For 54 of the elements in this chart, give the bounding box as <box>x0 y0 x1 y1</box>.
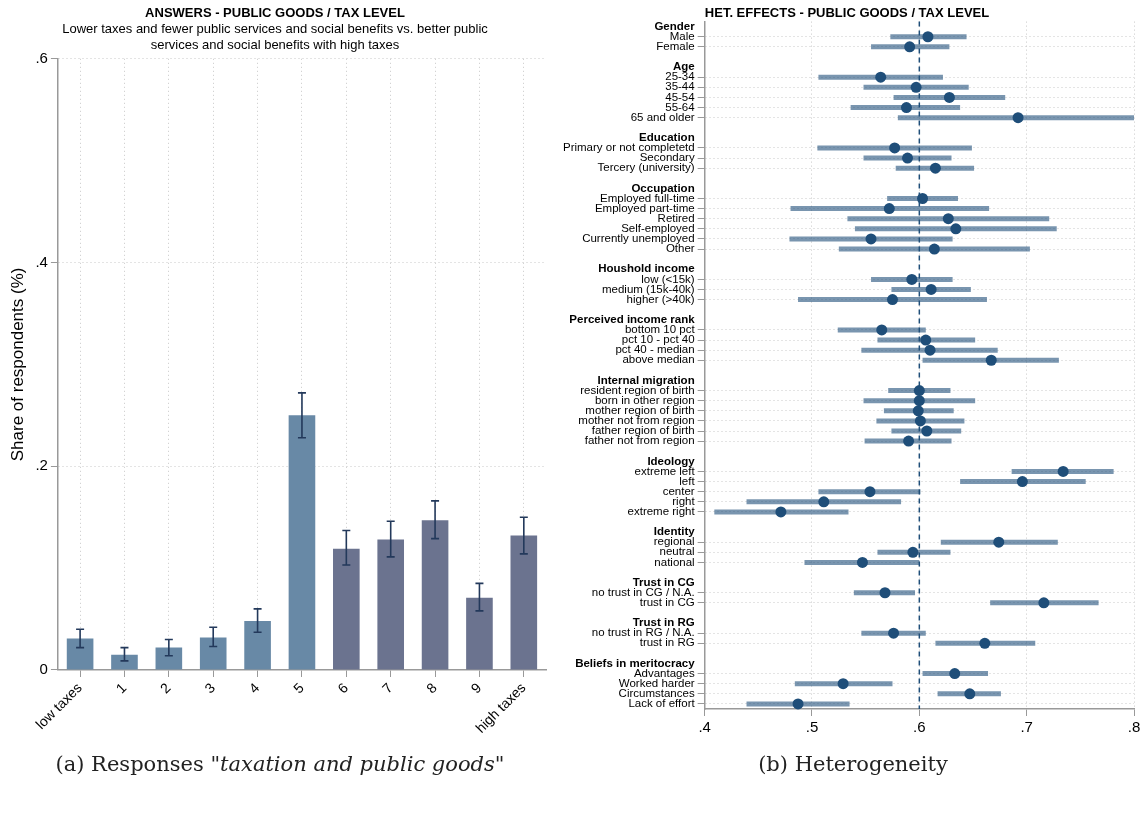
y-tick-label: 0 <box>39 660 48 678</box>
y-tick-label: .2 <box>35 456 48 474</box>
y-tick-label: Lack of effort <box>628 697 696 710</box>
y-tick-label: national <box>654 555 695 568</box>
x-tick-label: .5 <box>805 718 819 736</box>
chart-title: HET. EFFECTS - PUBLIC GOODS / TAX LEVEL <box>704 5 990 21</box>
x-tick-label: 8 <box>423 679 441 697</box>
y-tick-label: Houshold income <box>598 262 695 275</box>
y-tick-label: .6 <box>35 48 48 66</box>
x-tick-label: 1 <box>112 679 130 697</box>
x-tick-label: .6 <box>913 718 926 736</box>
y-tick-label: 65 and older <box>630 110 695 123</box>
y-tick-label: 45-54 <box>665 90 696 103</box>
y-tick-label: Circumstances <box>618 687 695 700</box>
x-tick-label: 2 <box>156 679 174 697</box>
x-tick-label: 7 <box>378 679 396 697</box>
y-tick-label: above median <box>622 353 695 366</box>
y-tick-label: no trust in RG / N.A. <box>591 626 695 639</box>
chart-subtitle: Lower taxes and fewer public services and social benefits vs. better public services and social benefits with high taxes <box>62 20 489 52</box>
text: (a) Responses "taxation and public goods" <box>54 752 506 776</box>
x-tick-label: 9 <box>467 679 485 697</box>
y-tick-label: Trust in RG <box>632 616 695 629</box>
chart-title: ANSWERS - PUBLIC GOODS / TAX LEVEL <box>145 5 405 21</box>
x-tick-label: 5 <box>289 679 307 697</box>
text: (b) Heterogeneity <box>757 752 949 776</box>
y-tick-label: .4 <box>35 252 48 270</box>
y-tick-label: Identity <box>653 525 696 538</box>
y-tick-label: Retired <box>657 211 695 224</box>
x-tick-label: .4 <box>698 718 711 736</box>
y-tick-label: pct 10 - pct 40 <box>621 333 695 346</box>
y-tick-label: trust in CG <box>639 596 695 609</box>
x-tick-label: .8 <box>1127 718 1141 736</box>
y-tick-label: Self-employed <box>621 222 695 234</box>
y-tick-label: Perceived income rank <box>569 312 696 325</box>
y-tick-label: no trust in CG / N.A. <box>591 585 695 598</box>
y-tick-label: Primary or not completetd <box>562 141 695 154</box>
x-tick-label: .7 <box>1020 718 1033 736</box>
y-tick-label: left <box>679 474 696 487</box>
y-tick-label: trust in RG <box>639 636 695 649</box>
y-tick-label: bottom 10 pct <box>624 323 696 336</box>
y-tick-label: Age <box>672 60 695 73</box>
y-axis-title: Share of respondents (%) <box>7 267 27 462</box>
y-tick-label: Education <box>639 131 695 144</box>
y-tick-label: Female <box>656 40 695 53</box>
y-tick-label: right <box>672 494 696 507</box>
x-tick-label: 4 <box>245 679 263 697</box>
y-tick-label: center <box>662 484 695 497</box>
x-tick-label: 6 <box>334 679 352 697</box>
y-tick-label: Gender <box>654 19 696 32</box>
y-tick-label: 35-44 <box>665 80 696 93</box>
x-tick-label: 3 <box>201 679 219 697</box>
y-tick-label: Trust in CG <box>632 575 695 588</box>
y-tick-label: 55-64 <box>665 100 696 113</box>
y-tick-label: Male <box>669 29 695 42</box>
